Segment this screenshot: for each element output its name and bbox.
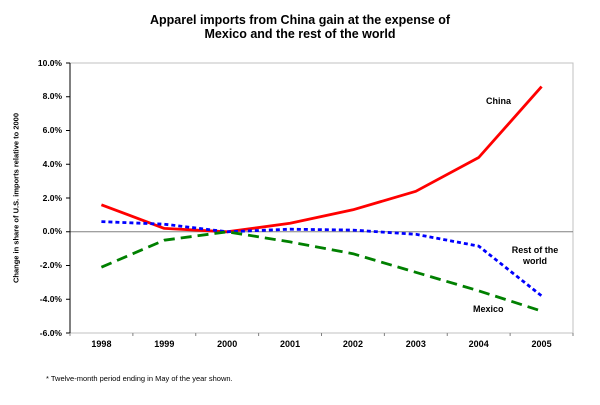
- series-label-china: China: [486, 96, 512, 106]
- series-label-rest-of-world-line1: Rest of the: [511, 245, 559, 255]
- y-tick-label: 10.0%: [37, 57, 62, 68]
- x-tick-label: 1998: [91, 339, 112, 349]
- y-tick-label: 4.0%: [42, 158, 62, 169]
- y-tick-label: 8.0%: [42, 91, 62, 102]
- series-label-rest-of-world-line2: world: [523, 255, 547, 266]
- chart-title: Apparel imports from China gain at the e…: [0, 13, 600, 41]
- chart-title-line2: Mexico and the rest of the world: [204, 27, 396, 41]
- x-tick-label: 2003: [405, 339, 426, 349]
- x-tick-label: 2005: [531, 339, 552, 349]
- x-tick-label: 2004: [468, 339, 489, 349]
- series-line-rest-of-the-world: [101, 220, 543, 297]
- series-line-mexico: [100, 230, 543, 313]
- footnote: * Twelve-month period ending in May of t…: [46, 374, 233, 383]
- x-tick-label: 2000: [217, 339, 238, 349]
- series-label-rest-of-world: Rest of the world: [503, 245, 567, 266]
- chart-title-line1: Apparel imports from China gain at the e…: [149, 13, 451, 27]
- y-tick-label: -6.0%: [39, 327, 62, 338]
- x-tick-label: 2002: [342, 339, 363, 349]
- series-line-china: [100, 85, 543, 234]
- y-tick-label: -4.0%: [39, 293, 62, 304]
- y-tick-label: 0.0%: [42, 226, 62, 237]
- y-tick-label: 2.0%: [42, 192, 62, 203]
- y-tick-label: -2.0%: [39, 260, 62, 270]
- y-tick-label: 6.0%: [42, 125, 62, 135]
- series-label-mexico: Mexico: [473, 304, 504, 314]
- x-tick-label: 1999: [154, 339, 175, 349]
- x-tick-label: 2001: [280, 339, 301, 349]
